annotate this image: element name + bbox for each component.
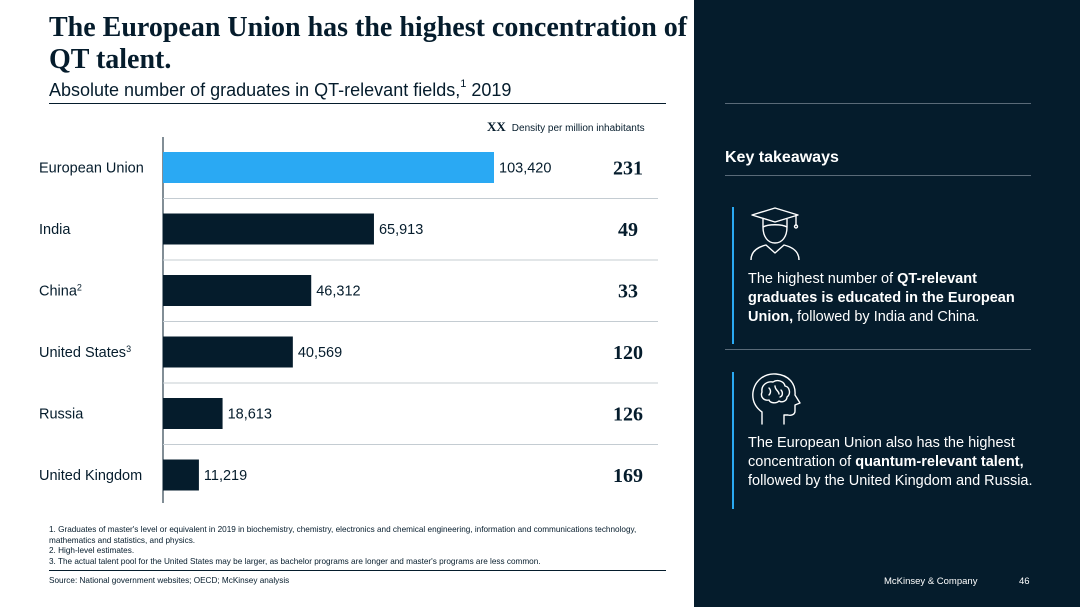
value-label: 46,312 xyxy=(316,284,360,300)
footnote-3: 3. The actual talent pool for the United… xyxy=(49,556,541,566)
density-label: 231 xyxy=(613,158,643,180)
density-label: 120 xyxy=(613,342,643,364)
takeaway-accent-bar xyxy=(732,207,734,344)
brain-head-icon xyxy=(752,373,801,425)
subtitle-footnote-ref: 1 xyxy=(460,78,467,90)
density-label: 49 xyxy=(618,219,638,241)
bar-chart: European Union 103,420 231 India 65,913 49 Chi… xyxy=(39,137,658,503)
bar xyxy=(163,213,374,245)
bar xyxy=(163,275,312,306)
graduate-icon xyxy=(750,207,800,261)
category-label: India xyxy=(39,222,71,238)
bar xyxy=(163,152,494,183)
value-label: 65,913 xyxy=(379,222,423,238)
legend-marker: XX xyxy=(487,119,506,134)
subtitle-text: Absolute number of graduates in QT-relev… xyxy=(49,80,461,100)
legend-label: Density per million inhabitants xyxy=(511,123,645,134)
category-label: United Kingdom xyxy=(39,468,142,484)
bar xyxy=(163,398,223,429)
value-label: 18,613 xyxy=(228,407,272,423)
value-label: 103,420 xyxy=(499,161,551,177)
source-note: Source: National government websites; OE… xyxy=(49,576,290,585)
chart-subtitle: Absolute number of graduates in QT-relev… xyxy=(49,78,512,101)
footnote-1: 1. Graduates of master's level or equiva… xyxy=(49,525,637,545)
footnotes: 1. Graduates of master's level or equiva… xyxy=(49,525,679,567)
panel-top-divider xyxy=(725,103,1031,104)
takeaways-heading: Key takeaways xyxy=(725,149,839,166)
category-label: European Union xyxy=(39,161,144,177)
value-label: 40,569 xyxy=(298,345,342,361)
page-number: 46 xyxy=(1019,576,1030,587)
takeaway-divider xyxy=(725,349,1031,350)
takeaway-2-text: The European Union also has the highest … xyxy=(748,435,1033,489)
value-label: 11,219 xyxy=(204,468,247,484)
takeaways-heading-divider xyxy=(725,175,1031,176)
brand-name: McKinsey & Company xyxy=(884,576,978,587)
density-label: 169 xyxy=(613,465,643,487)
takeaways-panel xyxy=(694,0,1080,607)
bar xyxy=(163,336,293,368)
footnote-2: 2. High-level estimates. xyxy=(49,546,135,555)
takeaway-1-text: The highest number of QT-relevant gradua… xyxy=(748,271,1015,325)
chart-legend: XX Density per million inhabitants xyxy=(487,119,645,135)
density-label: 126 xyxy=(613,404,643,426)
category-label: Russia xyxy=(39,407,84,423)
bar xyxy=(163,459,199,491)
footer-divider xyxy=(49,570,666,571)
category-label: United States3 xyxy=(39,344,131,361)
density-label: 33 xyxy=(618,281,638,303)
takeaway-accent-bar xyxy=(732,372,734,509)
category-label: China2 xyxy=(39,283,82,300)
subtitle-year: 2019 xyxy=(466,80,512,100)
title-divider xyxy=(49,103,666,104)
page-title: The European Union has the highest conce… xyxy=(49,12,688,75)
